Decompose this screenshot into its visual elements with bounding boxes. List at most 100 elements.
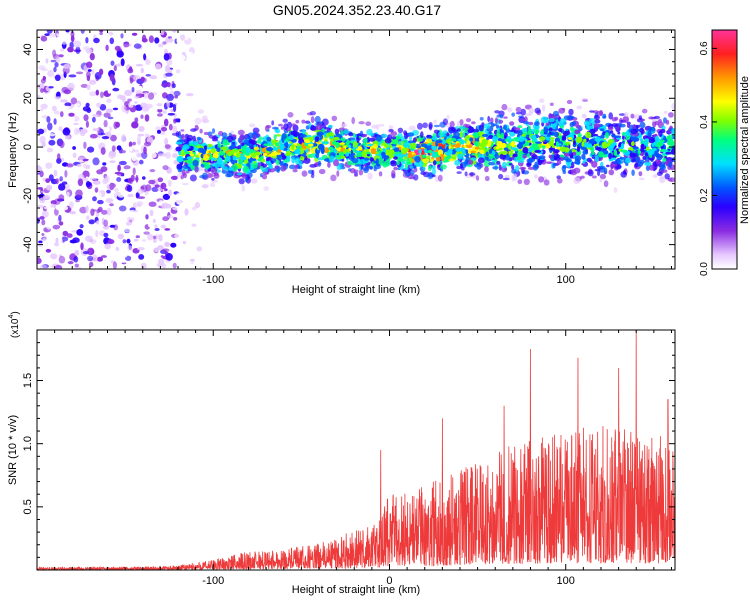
spectrogram-cell [301, 119, 306, 124]
spectrogram-cell [135, 49, 141, 54]
spectrogram-cell [310, 125, 317, 131]
spectrogram-cell [288, 135, 295, 140]
spectrogram-cell [127, 193, 134, 198]
spectrogram-cell [474, 137, 481, 142]
spectrogram-cell [518, 116, 526, 124]
spectrogram-cell [154, 184, 160, 188]
spectrogram-cell [196, 192, 203, 201]
spectrogram-cell [216, 147, 221, 153]
spectrogram-cell [380, 151, 386, 157]
snr-xtick-label: 0 [386, 575, 392, 587]
spectrogram-cell [107, 239, 115, 245]
spectrogram-cell [175, 69, 181, 74]
spectrogram-cell [84, 225, 88, 228]
spectrogram-cell [502, 177, 510, 181]
spectrogram-cell [149, 209, 154, 217]
spectrogram-cell [108, 253, 112, 257]
spectrogram-cell [624, 157, 632, 164]
spectrogram-cell [135, 177, 139, 181]
spectrogram-cell [213, 172, 219, 177]
spectrogram-xlabel: Height of straight line (km) [292, 284, 420, 296]
spectrogram-cell [276, 153, 282, 159]
spectrogram-cell [103, 232, 109, 238]
spectrogram-cell [511, 112, 515, 117]
spectrogram-cell [545, 136, 552, 141]
spectrogram-cell [562, 170, 567, 175]
spectrogram-cell [399, 158, 407, 163]
spectrogram-cell [426, 134, 433, 139]
spectrogram-cell [112, 107, 119, 111]
snr-multiplier: (x104) [8, 311, 21, 338]
spectrogram-cell [53, 169, 58, 177]
snr-xtick-label: 100 [557, 575, 575, 587]
spectrogram-ytick-label: 0 [22, 144, 34, 150]
spectrogram-cell [138, 85, 143, 90]
spectrogram-cell [161, 83, 169, 88]
spectrogram-cell [211, 157, 216, 161]
spectrogram-cell [146, 255, 154, 261]
spectrogram-cell [109, 224, 116, 228]
spectrogram-cell [563, 115, 571, 121]
spectrogram-cell [565, 158, 572, 163]
spectrogram-cell [180, 175, 184, 180]
spectrogram-cell [168, 179, 172, 187]
spectrogram-cell [508, 163, 513, 166]
spectrogram-cell [604, 132, 610, 139]
spectrogram-cell [119, 95, 126, 100]
snr-xlabel: Height of straight line (km) [292, 584, 420, 596]
spectrogram-cell [124, 253, 128, 258]
spectrogram-cell [150, 152, 157, 159]
spectrogram-cell [166, 100, 170, 108]
spectrogram-cell [414, 156, 421, 163]
snr-frame [36, 329, 676, 571]
spectrogram-cell [106, 207, 112, 216]
spectrogram-cell [558, 143, 562, 146]
spectrogram-cell [76, 159, 85, 163]
spectrogram-cell [511, 174, 515, 182]
spectrogram-cell [599, 173, 607, 180]
spectrogram-cell [197, 147, 205, 153]
spectrogram-cell [502, 161, 507, 169]
spectrogram-cell [467, 125, 474, 134]
spectrogram-cell [183, 138, 189, 144]
spectrogram-cell [496, 141, 503, 148]
spectrogram-cell [671, 148, 675, 155]
spectrogram-cell [548, 154, 553, 159]
spectrogram-cell [559, 146, 567, 152]
spectrogram-cell [73, 256, 79, 263]
spectrogram-cell [184, 208, 189, 216]
spectrogram-cell [157, 177, 164, 183]
spectrogram-cell [668, 112, 674, 118]
spectrogram-cell [400, 148, 407, 154]
spectrogram-cell [280, 165, 287, 172]
spectrogram-cell [296, 148, 301, 155]
spectrogram-cell [517, 129, 523, 136]
spectrogram-cell [85, 48, 93, 54]
spectrogram-cell [180, 83, 184, 91]
spectrogram-cell [390, 160, 398, 167]
spectrogram-cell [390, 131, 398, 137]
spectrogram-cell [176, 179, 182, 183]
spectrogram-cell [211, 136, 219, 140]
spectrogram-cell [475, 146, 480, 150]
spectrogram-cell [409, 165, 415, 169]
spectrogram-cell [241, 146, 248, 153]
spectrogram-cell [195, 56, 203, 64]
spectrogram-cell [155, 96, 161, 99]
spectrogram-cell [206, 173, 214, 178]
spectrogram-cell [167, 112, 175, 116]
spectrogram-cell [268, 161, 273, 169]
spectrogram-cell [222, 166, 228, 171]
spectrogram-cell [194, 124, 199, 128]
spectrogram-cell [384, 137, 392, 144]
spectrogram-cell [148, 35, 154, 43]
spectrogram-cell [69, 41, 74, 49]
spectrogram-cell [397, 127, 404, 133]
spectrogram-cell [194, 202, 201, 209]
spectrogram-cell [523, 178, 530, 185]
spectrogram-cell [433, 119, 437, 125]
spectrogram-cell [638, 115, 643, 120]
spectrogram-cell [292, 130, 300, 137]
spectrogram-cell [457, 153, 463, 160]
spectrogram-cell [99, 30, 104, 33]
